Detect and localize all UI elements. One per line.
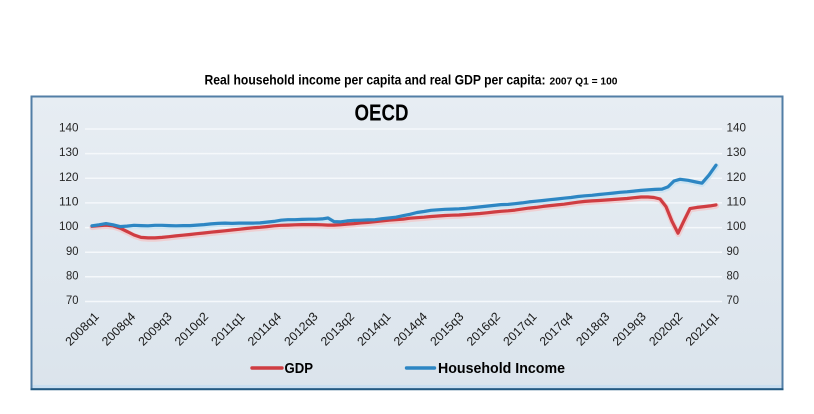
svg-text:Household Income: Household Income [438,361,565,377]
svg-text:70: 70 [66,293,79,307]
svg-text:90: 90 [66,244,79,258]
svg-text:Real household income per capi: Real household income per capita and rea… [205,72,618,88]
svg-text:110: 110 [727,195,747,209]
svg-text:130: 130 [59,145,79,159]
svg-text:GDP: GDP [285,361,314,377]
svg-text:140: 140 [727,121,747,135]
svg-text:100: 100 [727,219,747,233]
svg-text:OECD: OECD [355,100,409,126]
svg-text:110: 110 [59,195,79,209]
svg-text:70: 70 [727,293,740,307]
svg-text:130: 130 [727,145,747,159]
svg-text:80: 80 [727,268,740,282]
svg-text:120: 120 [727,170,747,184]
svg-text:90: 90 [727,244,740,258]
svg-text:140: 140 [59,121,79,135]
svg-text:100: 100 [59,219,79,233]
svg-text:80: 80 [66,268,79,282]
svg-text:120: 120 [59,170,79,184]
